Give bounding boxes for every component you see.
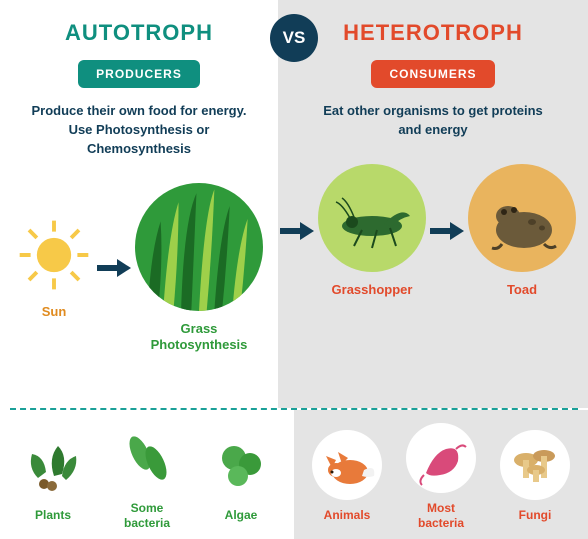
- plants-label: Plants: [35, 508, 71, 522]
- examples-row: Plants Some bacteria: [0, 410, 588, 539]
- grasshopper-node: Grasshopper: [318, 164, 426, 299]
- heterotroph-title: HETEROTROPH: [343, 20, 523, 46]
- toad-icon: [468, 164, 576, 272]
- some-bacteria-label: Some bacteria: [124, 501, 170, 530]
- autotroph-desc: Produce their own food for energy. Use P…: [24, 102, 254, 159]
- fungi-label: Fungi: [519, 508, 552, 522]
- fox-icon: [312, 430, 382, 500]
- autotroph-column: AUTOTROPH PRODUCERS Produce their own fo…: [0, 0, 278, 408]
- grasshopper-icon: [318, 164, 426, 272]
- vs-badge: VS: [270, 14, 318, 62]
- heterotroph-chain: Grasshopper: [290, 164, 576, 299]
- algae-label: Algae: [225, 508, 258, 522]
- grass-label: Grass Photosynthesis: [151, 321, 248, 355]
- autotroph-examples: Plants Some bacteria: [0, 410, 294, 539]
- toad-node: Toad: [468, 164, 576, 299]
- grass-node: Grass Photosynthesis: [135, 183, 263, 355]
- arrow-icon: [430, 220, 464, 242]
- heterotroph-examples: Animals Most bacteria: [294, 410, 588, 539]
- heterotroph-desc: Eat other organisms to get proteins and …: [318, 102, 548, 140]
- sun-node: Sun: [15, 216, 93, 321]
- plants-example: Plants: [18, 430, 88, 522]
- infographic: VS AUTOTROPH PRODUCERS Produce their own…: [0, 0, 588, 539]
- algae-icon: [206, 430, 276, 500]
- some-bacteria-example: Some bacteria: [112, 423, 182, 530]
- animals-example: Animals: [312, 430, 382, 522]
- autotroph-chain: Sun: [12, 183, 266, 355]
- autotroph-title: AUTOTROPH: [65, 20, 213, 46]
- algae-example: Algae: [206, 430, 276, 522]
- grasshopper-label: Grasshopper: [332, 282, 413, 299]
- arrow-icon: [97, 257, 131, 279]
- sun-icon: [15, 216, 93, 294]
- animals-label: Animals: [324, 508, 371, 522]
- bacteria-green-icon: [112, 423, 182, 493]
- plants-icon: [18, 430, 88, 500]
- grass-icon: [135, 183, 263, 311]
- fungi-icon: [500, 430, 570, 500]
- bacteria-pink-icon: [406, 423, 476, 493]
- fungi-example: Fungi: [500, 430, 570, 522]
- top-section: VS AUTOTROPH PRODUCERS Produce their own…: [0, 0, 588, 410]
- most-bacteria-example: Most bacteria: [406, 423, 476, 530]
- sun-label: Sun: [42, 304, 67, 321]
- toad-label: Toad: [507, 282, 537, 299]
- arrow-icon: [280, 220, 314, 242]
- producers-badge: PRODUCERS: [78, 60, 200, 88]
- most-bacteria-label: Most bacteria: [418, 501, 464, 530]
- consumers-badge: CONSUMERS: [371, 60, 494, 88]
- divider: [10, 408, 578, 410]
- heterotroph-column: HETEROTROPH CONSUMERS Eat other organism…: [278, 0, 588, 408]
